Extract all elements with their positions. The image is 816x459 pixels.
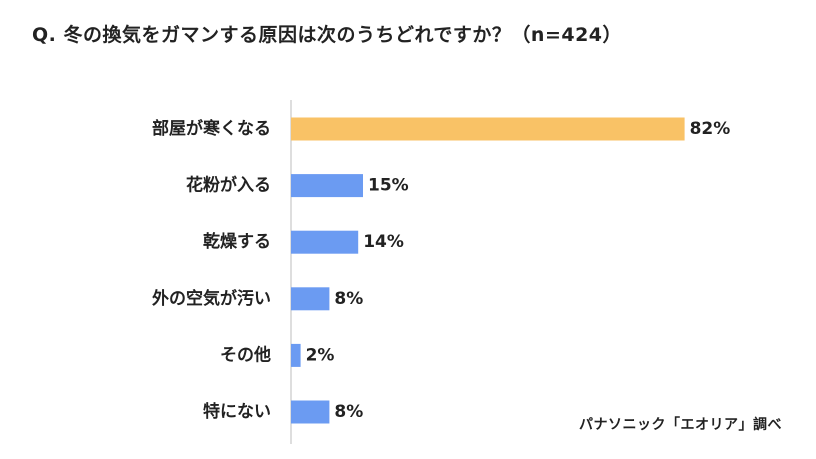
value-label: 82%	[690, 119, 731, 139]
category-label: 部屋が寒くなる	[152, 118, 271, 139]
bar	[291, 343, 301, 367]
category-label: 外の空気が汚い	[152, 288, 271, 309]
bar	[291, 230, 359, 254]
bar	[291, 400, 330, 424]
category-label: その他	[220, 344, 271, 365]
bar	[291, 117, 685, 141]
value-label: 14%	[363, 232, 404, 252]
bars-layer: 部屋が寒くなる 82% 花粉が入る 15% 乾燥する 14% 外の空気が汚い 8% その他 2% 特…	[152, 117, 731, 424]
value-label: 8%	[334, 402, 363, 422]
category-label: 特にない	[203, 401, 271, 422]
value-label: 15%	[368, 176, 409, 196]
bar	[291, 287, 330, 311]
value-label: 8%	[334, 289, 363, 309]
bar	[291, 174, 363, 198]
category-label: 花粉が入る	[186, 175, 271, 196]
chart-title: Q. 冬の換気をガマンする原因は次のうちどれですか？（n=424）	[32, 24, 623, 46]
category-label: 乾燥する	[203, 231, 271, 252]
source-note: パナソニック「エオリア」調べ	[579, 417, 782, 433]
value-label: 2%	[306, 345, 335, 365]
